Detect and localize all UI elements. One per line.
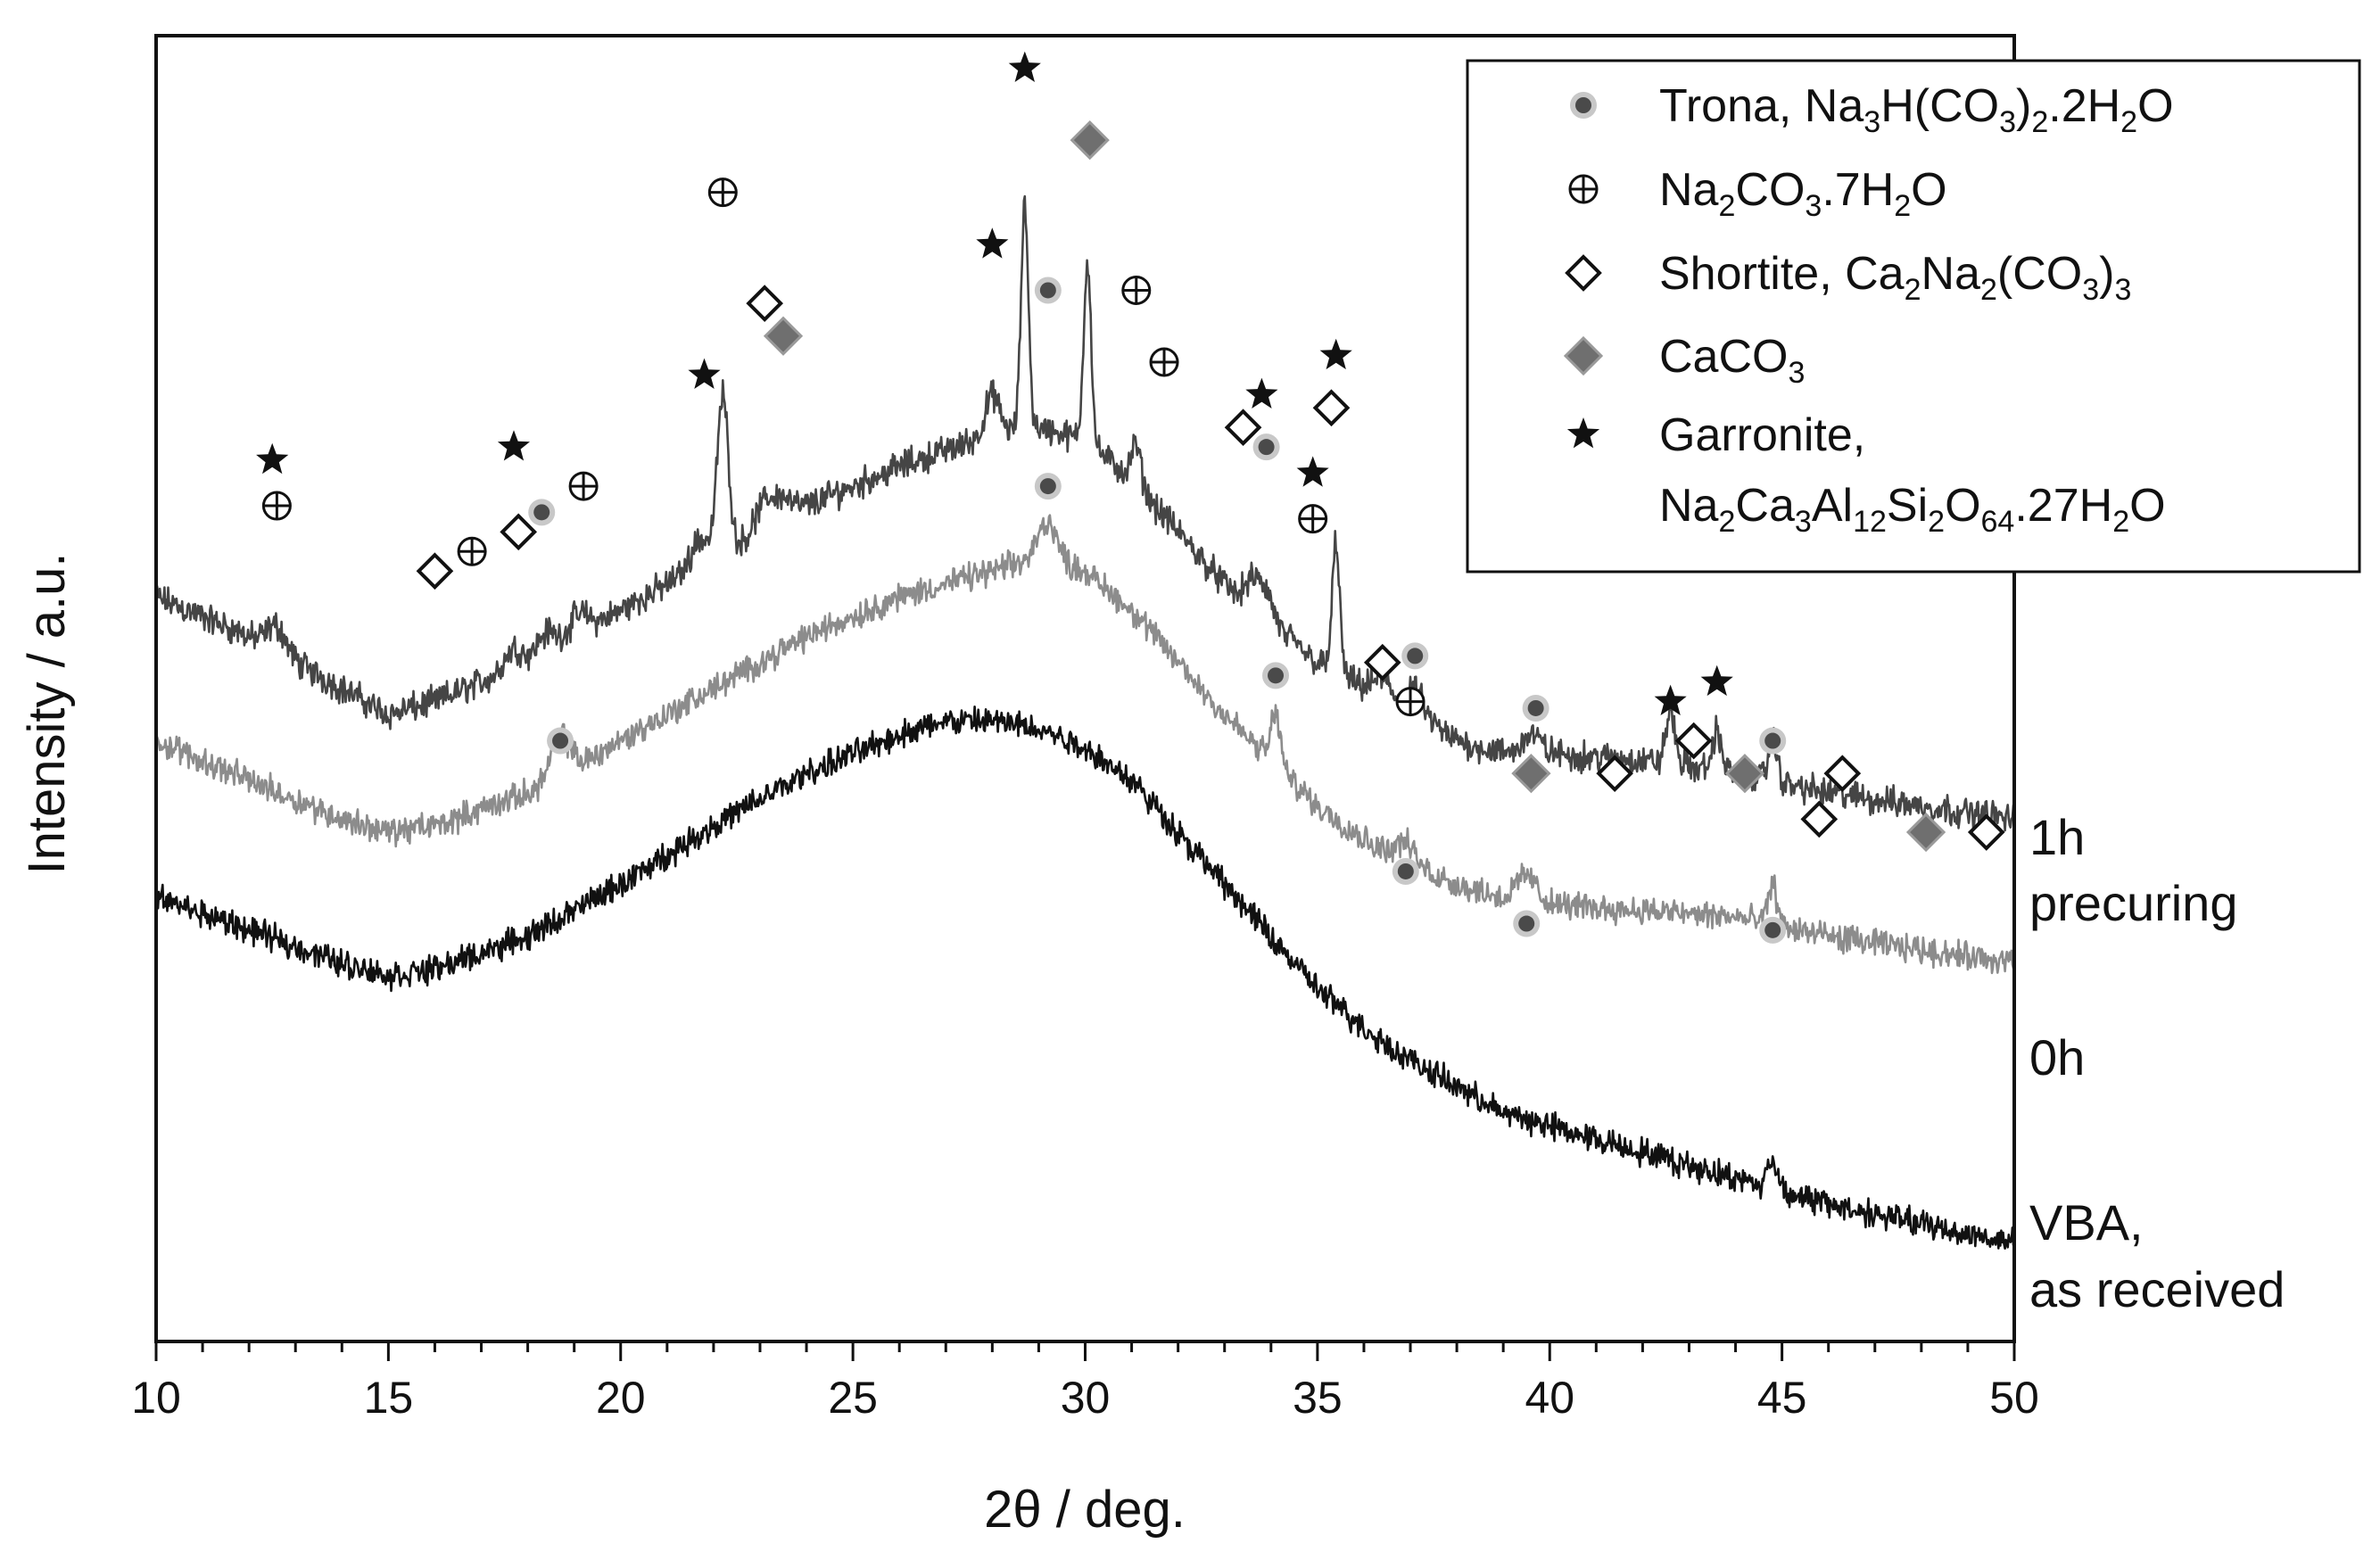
peak-marker-circle-gray — [528, 499, 556, 526]
peak-marker-circle-gray — [1401, 642, 1429, 670]
series-label: as received — [2029, 1261, 2285, 1317]
series-line — [154, 514, 2016, 975]
legend-label: Na2​CO3​.7H2​O — [1659, 164, 1947, 223]
peak-marker-star — [1296, 456, 1329, 487]
peak-marker-diamond-open — [1312, 389, 1351, 427]
peak-marker-star — [256, 442, 289, 475]
x-tick-label: 25 — [828, 1373, 878, 1423]
legend-box — [1466, 59, 2361, 574]
legend-label: Trona, Na3​H(CO3​)2​.2H2​O — [1659, 80, 2174, 139]
peak-marker-circle-gray — [1522, 694, 1549, 722]
peak-marker-star — [1008, 51, 1041, 82]
peak-marker-diamond-open — [1800, 800, 1839, 838]
peak-marker-circle-plus — [1395, 687, 1426, 717]
peak-marker-diamond-gray — [1070, 120, 1110, 161]
peak-marker-diamond-open — [1565, 254, 1602, 292]
series-label: precuring — [2029, 875, 2237, 931]
peak-marker-diamond-gray — [1511, 754, 1551, 794]
peak-marker-diamond-gray — [1905, 812, 1946, 853]
peak-marker-diamond-gray — [763, 316, 804, 356]
peak-marker-diamond-open — [1823, 755, 1862, 792]
peak-marker-circle-plus — [457, 536, 487, 566]
peak-marker-diamond-open — [1967, 813, 2005, 851]
peak-marker-diamond-open — [1596, 755, 1633, 792]
peak-marker-star — [1245, 377, 1278, 409]
series-label: VBA, — [2029, 1194, 2144, 1250]
peak-marker-circle-plus — [568, 471, 599, 501]
peak-marker-circle-plus — [1568, 174, 1599, 204]
peak-marker-star — [1700, 664, 1733, 697]
peak-marker-circle-plus — [1149, 347, 1179, 377]
legend-items: Trona, Na3​H(CO3​)2​.2H2​O Na2​CO3​.7H2​O… — [1563, 80, 2174, 539]
x-axis-ticks: 10 15 20 25 30 35 40 45 50 — [131, 1341, 2039, 1423]
peak-marker-circle-gray — [1513, 910, 1541, 937]
peak-marker-circle-plus — [1298, 504, 1328, 534]
x-tick-label: 35 — [1293, 1373, 1343, 1423]
peak-marker-diamond-open — [500, 513, 538, 551]
peak-marker-circle-gray — [547, 727, 574, 755]
peak-marker-circle-gray — [1252, 433, 1280, 461]
peak-marker-diamond-open — [1674, 722, 1713, 760]
peak-marker-circle-gray — [1759, 916, 1787, 944]
x-tick-label: 45 — [1757, 1373, 1807, 1423]
legend-label: Shortite, Ca2​Na2​(CO3​)3​ — [1659, 248, 2131, 307]
y-axis-label: Intensity / a.u. — [18, 552, 76, 874]
peak-marker-layer — [256, 51, 2005, 944]
legend: Trona, Na3​H(CO3​)2​.2H2​O Na2​CO3​.7H2​O… — [1466, 59, 2361, 574]
peak-marker-star — [497, 430, 530, 461]
peak-marker-star — [688, 358, 721, 389]
peak-marker-circle-plus — [1121, 275, 1152, 305]
peak-marker-star — [1566, 417, 1600, 449]
peak-marker-circle-gray — [1262, 662, 1290, 689]
series-labels: 1h precuring 0h VBA, as received — [2029, 809, 2285, 1317]
legend-label: Garronite, — [1659, 409, 1865, 461]
peak-marker-diamond-gray — [1724, 754, 1765, 794]
series-label: 0h — [2029, 1029, 2085, 1085]
x-tick-label: 10 — [131, 1373, 181, 1423]
series-line — [154, 194, 2016, 832]
x-tick-label: 20 — [596, 1373, 646, 1423]
peak-marker-circle-gray — [1570, 92, 1597, 119]
peak-marker-circle-plus — [707, 177, 738, 208]
peak-marker-circle-plus — [261, 491, 292, 521]
legend-label: CaCO3​ — [1659, 331, 1805, 390]
legend-label: Na2​Ca3​Al12​Si2​O64​.27H2​O — [1659, 480, 2166, 539]
x-tick-label: 50 — [1989, 1373, 2039, 1423]
peak-marker-diamond-gray — [1563, 335, 1604, 376]
x-axis-label: 2θ / deg. — [984, 1481, 1186, 1539]
series-layer — [154, 194, 2016, 1250]
x-tick-label: 30 — [1061, 1373, 1111, 1423]
peak-marker-star — [1654, 684, 1687, 715]
peak-marker-diamond-open — [746, 285, 784, 322]
peak-marker-circle-gray — [1759, 727, 1787, 755]
peak-marker-diamond-open — [416, 552, 454, 590]
peak-marker-diamond-open — [1224, 409, 1262, 447]
peak-marker-star — [976, 227, 1009, 259]
series-line — [155, 706, 2016, 1250]
peak-marker-circle-gray — [1034, 473, 1062, 500]
series-label: 1h — [2029, 809, 2085, 865]
x-tick-label: 15 — [364, 1373, 414, 1423]
peak-marker-circle-gray — [1392, 857, 1419, 885]
peak-marker-star — [1319, 338, 1352, 370]
peak-marker-circle-gray — [1034, 277, 1062, 304]
peak-marker-diamond-open — [1363, 643, 1401, 681]
x-tick-label: 40 — [1525, 1373, 1574, 1423]
